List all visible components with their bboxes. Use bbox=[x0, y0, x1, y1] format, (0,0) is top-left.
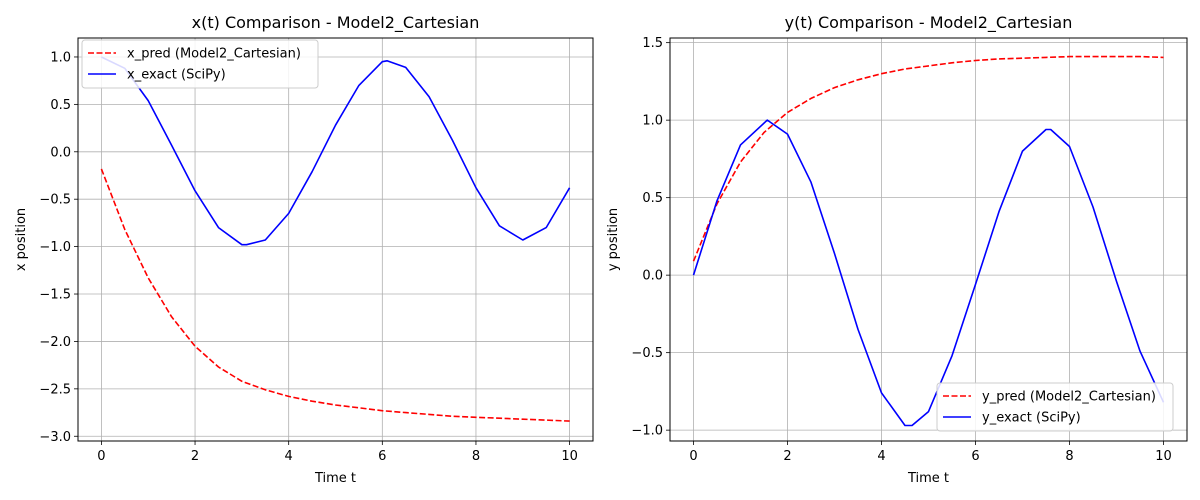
x-tick-label: 8 bbox=[472, 449, 480, 464]
series-line-pred bbox=[692, 55, 1164, 262]
y-tick-label: 0.5 bbox=[50, 98, 71, 113]
y-tick-label: 0.0 bbox=[642, 269, 663, 284]
series-line-exact bbox=[101, 56, 571, 246]
legend-label: y_exact (SciPy) bbox=[982, 411, 1081, 426]
x-tick-label: 2 bbox=[783, 449, 791, 464]
x-axis-label: Time t bbox=[907, 471, 949, 486]
legend-label: y_pred (Model2_Cartesian) bbox=[982, 390, 1156, 405]
legend-label: x_exact (SciPy) bbox=[127, 68, 226, 83]
x-tick-label: 2 bbox=[191, 449, 199, 464]
axes-frame bbox=[669, 37, 1188, 442]
chart-title: x(t) Comparison - Model2_Cartesian bbox=[192, 13, 480, 33]
x-tick-label: 6 bbox=[378, 449, 386, 464]
legend: y_pred (Model2_Cartesian) y_exact (SciPy) bbox=[936, 382, 1174, 432]
x-axis-label: Time t bbox=[314, 471, 356, 486]
x-tick-label: 10 bbox=[1155, 449, 1172, 464]
chart-panel-2: 0 2 4 6 8 10 1.5 1.0 0.5 0.0 −0.5 −1.0 y(t) Comparis… bbox=[606, 13, 1188, 486]
x-tick-label: 8 bbox=[1065, 449, 1073, 464]
y-tick-label: −1.0 bbox=[39, 240, 71, 255]
legend-label: x_pred (Model2_Cartesian) bbox=[127, 47, 301, 62]
chart-panel-1: 0 2 4 6 8 10 1.0 0.5 0.0 −0.5 −1.0 −1.5 −2.0 −2.5 −3.0… bbox=[14, 13, 594, 486]
series-line-pred bbox=[100, 168, 570, 422]
y-axis-label: x position bbox=[14, 208, 29, 271]
x-tick-label: 0 bbox=[689, 449, 697, 464]
y-tick-label: −1.0 bbox=[631, 424, 663, 439]
y-tick-label: −1.5 bbox=[39, 288, 71, 303]
y-tick-label: 0.5 bbox=[642, 191, 663, 206]
y-tick-label: −0.5 bbox=[39, 193, 71, 208]
y-tick-label: −2.5 bbox=[39, 382, 71, 397]
y-tick-label: −3.0 bbox=[39, 430, 71, 445]
axes-frame bbox=[77, 37, 594, 442]
y-tick-label: 1.0 bbox=[50, 50, 71, 65]
x-tick-label: 0 bbox=[97, 449, 105, 464]
y-tick-label: 0.0 bbox=[50, 145, 71, 160]
y-tick-label: −0.5 bbox=[631, 346, 663, 361]
series-line-exact bbox=[692, 119, 1165, 427]
y-tick-label: −2.0 bbox=[39, 335, 71, 350]
x-tick-label: 6 bbox=[971, 449, 979, 464]
y-tick-label: 1.0 bbox=[642, 114, 663, 129]
legend-box bbox=[81, 39, 319, 89]
x-tick-label: 4 bbox=[285, 449, 293, 464]
legend: x_pred (Model2_Cartesian) x_exact (SciPy) bbox=[81, 39, 319, 89]
chart-title: y(t) Comparison - Model2_Cartesian bbox=[785, 13, 1073, 33]
x-tick-label: 4 bbox=[877, 449, 885, 464]
x-tick-label: 10 bbox=[561, 449, 578, 464]
legend-box bbox=[936, 382, 1174, 432]
y-tick-label: 1.5 bbox=[642, 36, 663, 51]
y-axis-label: y position bbox=[606, 208, 621, 271]
